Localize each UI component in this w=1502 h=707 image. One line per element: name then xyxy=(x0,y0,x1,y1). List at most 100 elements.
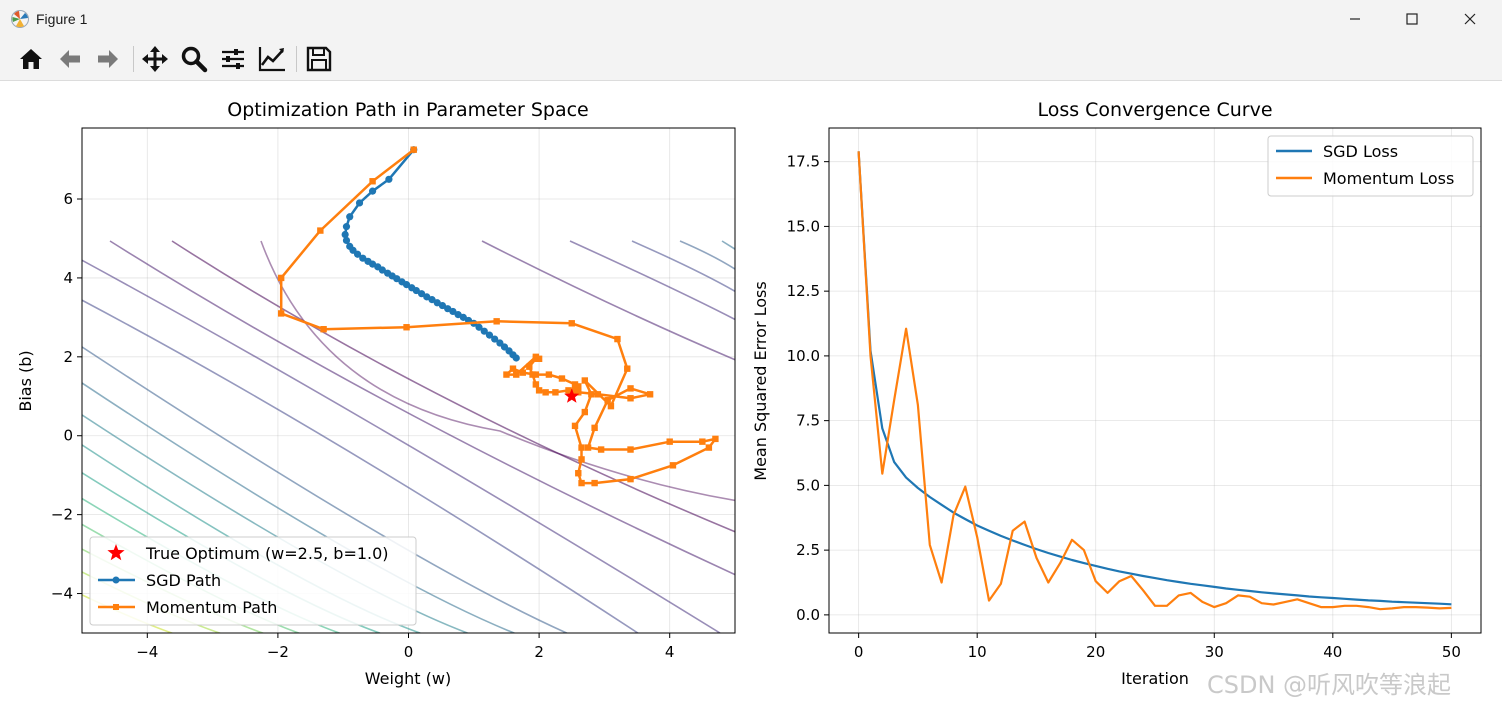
momentum-path-point xyxy=(320,326,327,333)
momentum-path-point xyxy=(369,178,376,185)
window-title: Figure 1 xyxy=(36,11,88,27)
chart1-xtick-label: 4 xyxy=(665,643,675,661)
chart1-series xyxy=(277,146,719,487)
legend-optimum-label: True Optimum (w=2.5, b=1.0) xyxy=(145,544,389,563)
momentum-path-point xyxy=(493,318,500,325)
sgd-path-point xyxy=(378,266,386,274)
back-icon xyxy=(60,50,80,68)
momentum-path-point xyxy=(532,371,540,378)
close-button[interactable] xyxy=(1447,0,1493,38)
chart2-ytick-label: 17.5 xyxy=(787,153,820,171)
momentum-path-point xyxy=(542,389,549,396)
save-icon xyxy=(306,46,332,72)
chart2-ytick-label: 15.0 xyxy=(787,217,820,235)
momentum-path-point xyxy=(571,387,579,394)
chart2-series xyxy=(857,151,1452,611)
chart1-xlabel: Weight (w) xyxy=(365,669,451,688)
minimize-button[interactable] xyxy=(1332,0,1378,38)
sgd-path-point xyxy=(512,354,520,362)
momentum-path-point xyxy=(575,389,582,396)
momentum-path-point xyxy=(509,365,517,372)
momentum-path-point xyxy=(712,435,719,443)
momentum-path-point xyxy=(584,444,592,451)
contour-line xyxy=(569,240,735,321)
sgd-path-point xyxy=(449,307,457,316)
momentum-path-point xyxy=(403,324,410,331)
edit-axis-button[interactable] xyxy=(255,42,289,76)
maximize-icon xyxy=(1406,13,1418,25)
home-button[interactable] xyxy=(14,42,48,76)
momentum-path-point xyxy=(277,310,285,317)
chart1-ylabel: Bias (b) xyxy=(16,350,35,411)
momentum-path-point xyxy=(532,353,540,361)
momentum-path-point xyxy=(624,365,631,372)
momentum-path-point xyxy=(666,438,673,445)
sgd-path-point xyxy=(355,199,364,207)
sgd-path-point xyxy=(368,187,377,195)
legend-sgd-label: SGD Path xyxy=(146,571,221,590)
chart1-xtick-label: 0 xyxy=(404,643,414,661)
momentum-path-point xyxy=(604,397,611,404)
zoom-icon xyxy=(181,46,208,73)
momentum-loss-line xyxy=(857,151,1452,611)
momentum-path-point xyxy=(532,381,540,388)
chart2-xtick-label: 40 xyxy=(1323,643,1342,661)
contour-line xyxy=(631,240,735,293)
zoom-button[interactable] xyxy=(177,42,211,76)
momentum-path-point xyxy=(565,387,572,394)
sgd-loss-line xyxy=(857,151,1452,606)
chart2-xtick-label: 50 xyxy=(1442,643,1461,661)
contour-line xyxy=(679,240,735,271)
momentum-path-point xyxy=(571,422,579,430)
sgd-path-point xyxy=(438,301,447,310)
toolbar-separator xyxy=(296,46,297,72)
chart2-legend: SGD Loss Momentum Loss xyxy=(1267,135,1474,197)
pan-button[interactable] xyxy=(138,42,172,76)
contour-line xyxy=(260,240,735,502)
momentum-path-point xyxy=(669,462,677,469)
legend-box xyxy=(89,536,417,626)
momentum-path-point xyxy=(552,389,559,396)
momentum-path-point xyxy=(535,387,543,394)
sgd-path-point xyxy=(428,296,436,304)
chart2-ytick-label: 2.5 xyxy=(796,541,820,559)
momentum-path-point xyxy=(535,355,543,363)
contour-line xyxy=(82,259,721,633)
momentum-path-point xyxy=(594,391,602,398)
home-icon xyxy=(20,49,42,69)
legend-sgd-loss-label: SGD Loss xyxy=(1323,142,1398,161)
maximize-button[interactable] xyxy=(1389,0,1435,38)
chart2-ytick-label: 7.5 xyxy=(796,412,820,430)
sgd-path-point xyxy=(475,323,483,331)
sgd-path-point xyxy=(342,236,351,245)
legend-sgd-marker xyxy=(112,576,120,584)
momentum-path-point xyxy=(578,444,585,451)
sgd-path-point xyxy=(412,286,420,295)
figure-svg: Optimization Path in Parameter Space xyxy=(16,99,1482,688)
momentum-path-point xyxy=(578,479,585,487)
chart1-xtick-label: 2 xyxy=(534,643,544,661)
chart2-ytick-label: 0.0 xyxy=(796,606,820,624)
momentum-path-point xyxy=(581,377,589,384)
momentum-path-point xyxy=(568,320,575,327)
forward-button[interactable] xyxy=(91,42,125,76)
pan-icon xyxy=(142,46,168,72)
momentum-path-point xyxy=(526,363,533,370)
chart1-legend: True Optimum (w=2.5, b=1.0) SGD Path Mom… xyxy=(89,536,417,626)
back-button[interactable] xyxy=(53,42,87,76)
sgd-path-point xyxy=(459,313,467,321)
navigation-toolbar xyxy=(0,38,1502,81)
chart2-ytick-label: 12.5 xyxy=(787,282,820,300)
contour-line xyxy=(721,240,735,251)
configure-subplots-button[interactable] xyxy=(216,42,250,76)
chart2-ticks: 0 10 20 30 40 50 0.0 2.5 5.0 7.5 10.0 12.5 15.0 17.5 xyxy=(787,153,1461,661)
momentum-path-point xyxy=(627,385,634,392)
loss-convergence-chart: Loss Convergence Curve 0 10 20 30 40 50 0.0 2.5… xyxy=(751,99,1482,688)
sgd-path-point xyxy=(346,213,354,221)
save-button[interactable] xyxy=(302,42,336,76)
momentum-path-point xyxy=(529,371,536,378)
minimize-icon xyxy=(1350,18,1360,20)
chart1-ytick-label: 6 xyxy=(63,190,73,208)
momentum-path-point xyxy=(614,335,621,343)
momentum-path-point xyxy=(597,446,605,453)
